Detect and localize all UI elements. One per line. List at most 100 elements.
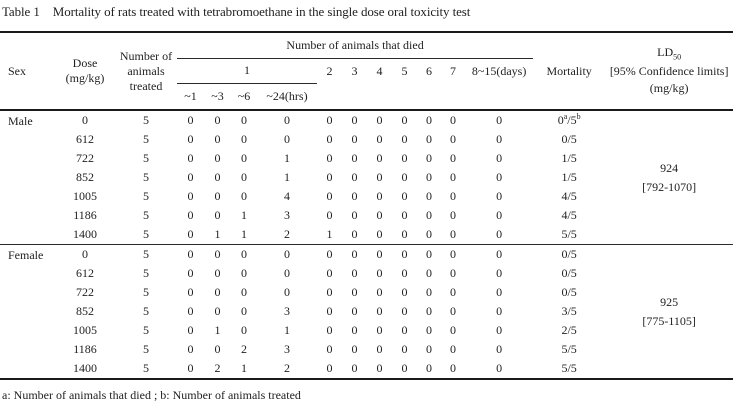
table-row: 1186 5 0 0 1 3 0 0 0 0 0 0 0 4/5	[0, 206, 733, 225]
died-cell: 0	[426, 323, 432, 337]
mortality-cell: 4/5	[561, 208, 577, 222]
dose-cell: 612	[76, 266, 94, 280]
table-row: 612 5 0 0 0 0 0 0 0 0 0 0 0 0/5	[0, 264, 733, 283]
died-cell: 0	[187, 189, 194, 203]
died-cell: 2	[241, 342, 247, 356]
table-title-text: Mortality of rats treated with tetrabrom…	[52, 4, 471, 19]
ld50-value: 924	[660, 160, 679, 175]
died-cell: 1	[241, 361, 247, 375]
died-cell: 0	[450, 227, 456, 241]
died-cell: 0	[241, 151, 247, 165]
died-cell: 0	[496, 266, 503, 280]
dose-cell: 1186	[73, 208, 97, 222]
header-hour-1: ~1	[184, 88, 197, 103]
table-row: 722 5 0 0 0 0 0 0 0 0 0 0 0 0/5	[0, 283, 733, 302]
died-cell: 0	[187, 323, 194, 337]
dose-cell: 852	[76, 170, 94, 184]
mortality-cell: 4/5	[561, 189, 577, 203]
died-cell: 0	[284, 132, 290, 146]
dose-cell: 722	[76, 285, 94, 299]
died-cell: 0	[496, 323, 503, 337]
died-cell: 0	[326, 342, 333, 356]
died-cell: 0	[376, 361, 383, 375]
died-cell: 0	[367, 109, 392, 130]
mortality-cell: 0a/5b	[533, 109, 606, 130]
header-hour-6: ~6	[237, 88, 251, 103]
ld50-base: LD	[657, 45, 674, 60]
died-cell: 0	[496, 304, 503, 318]
died-cell: 0	[214, 189, 221, 203]
died-cell: 0	[401, 361, 408, 375]
died-cell: 0	[326, 323, 333, 337]
ld50-subscript: 50	[673, 52, 682, 62]
ld50-cell: 924 [792-1070]	[605, 109, 733, 245]
died-cell: 0	[187, 361, 194, 375]
treated-cell: 5	[143, 227, 149, 241]
died-cell: 0	[450, 342, 456, 356]
died-cell: 0	[241, 285, 247, 299]
mortality-table: Sex Dose (mg/kg) Number of animals treat…	[0, 31, 733, 380]
died-cell: 0	[496, 342, 503, 356]
died-cell: 3	[284, 208, 290, 222]
died-cell: 0	[401, 304, 408, 318]
header-row-2: 1 2 3 4 5 6 7 8~15(days)	[0, 58, 733, 84]
died-cell: 0	[450, 304, 456, 318]
died-cell: 0	[376, 323, 383, 337]
died-cell: 0	[376, 189, 383, 203]
died-cell: 0	[376, 266, 383, 280]
ld50-cell: 925 [775-1105]	[605, 244, 733, 379]
died-cell: 0	[426, 189, 432, 203]
dose-cell: 612	[76, 132, 94, 146]
died-cell: 3	[284, 304, 290, 318]
treated-cell: 5	[143, 170, 149, 184]
header-ld50: LD50 [95% Confidence limits] (mg/kg)	[605, 32, 733, 110]
died-cell: 1	[214, 323, 221, 337]
died-cell: 0	[351, 189, 358, 203]
table-row: 1005 5 0 1 0 1 0 0 0 0 0 0 0 2/5	[0, 321, 733, 340]
died-cell: 0	[351, 342, 358, 356]
sex-cell: Male	[0, 109, 55, 245]
died-cell: 1	[241, 227, 247, 241]
treated-cell: 5	[143, 266, 149, 280]
died-cell: 0	[351, 132, 358, 146]
dose-cell: 0	[55, 109, 115, 130]
header-day-3: 3	[351, 63, 358, 78]
died-cell: 1	[284, 151, 290, 165]
header-day-7: 7	[450, 63, 456, 78]
died-cell: 2	[284, 361, 290, 375]
died-cell: 0	[351, 208, 358, 222]
treated-cell: 5	[143, 151, 149, 165]
died-cell: 0	[187, 266, 194, 280]
died-cell: 0	[214, 170, 221, 184]
died-cell: 0	[351, 285, 358, 299]
mortality-cell: 1/5	[561, 170, 577, 184]
died-cell: 0	[257, 109, 317, 130]
dose-cell: 1400	[73, 227, 97, 241]
died-cell: 0	[177, 109, 204, 130]
died-cell: 0	[214, 208, 221, 222]
ld50-confidence-interval: [792-1070]	[642, 179, 697, 194]
died-cell: 0	[214, 304, 221, 318]
header-sex: Sex	[8, 63, 26, 78]
treated-cell: 5	[143, 132, 149, 146]
died-cell: 0	[496, 285, 503, 299]
sex-cell: Female	[0, 244, 55, 379]
header-day-5: 5	[401, 63, 408, 78]
died-cell: 0	[496, 361, 503, 375]
treated-cell: 5	[143, 189, 149, 203]
died-cell: 0	[426, 151, 432, 165]
died-cell: 0	[496, 132, 503, 146]
died-cell: 0	[351, 323, 358, 337]
mortality-cell: 2/5	[561, 323, 577, 337]
died-cell: 0	[351, 361, 358, 375]
died-cell: 0	[326, 266, 333, 280]
died-cell: 0	[326, 304, 333, 318]
died-cell: 1	[284, 323, 290, 337]
died-cell: 0	[214, 151, 221, 165]
treated-cell: 5	[115, 244, 177, 264]
died-cell: 1	[214, 227, 221, 241]
treated-cell: 5	[115, 109, 177, 130]
died-cell: 0	[187, 208, 194, 222]
treated-cell: 5	[143, 361, 149, 375]
